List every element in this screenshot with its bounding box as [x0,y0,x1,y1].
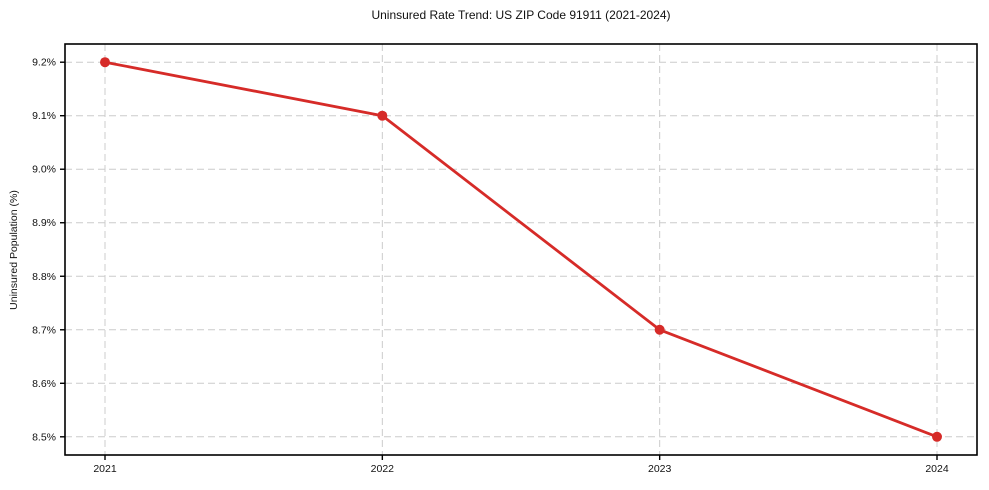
y-tick-label: 8.7% [32,324,56,336]
y-tick-label: 8.8% [32,271,56,283]
trend-line [103,60,939,439]
plot-border [64,43,978,456]
data-point-marker [100,57,110,68]
y-tick-label: 8.5% [32,431,56,443]
x-tick-label: 2024 [925,463,949,475]
y-tick-label: 8.6% [32,378,56,390]
y-tick-label: 9.1% [32,110,56,122]
y-tick-label: 9.2% [32,57,56,69]
y-tick-label: 9.0% [32,164,56,176]
data-point-marker [932,431,942,442]
y-tick-label: 8.9% [32,217,56,229]
x-tick-label: 2021 [93,463,117,475]
data-point-marker [654,324,665,335]
chart-title: Uninsured Rate Trend: US ZIP Code 91911 … [371,8,671,22]
x-tick-label: 2022 [371,463,395,475]
data-point-marker [377,110,388,121]
x-tick-label: 2023 [648,463,672,475]
